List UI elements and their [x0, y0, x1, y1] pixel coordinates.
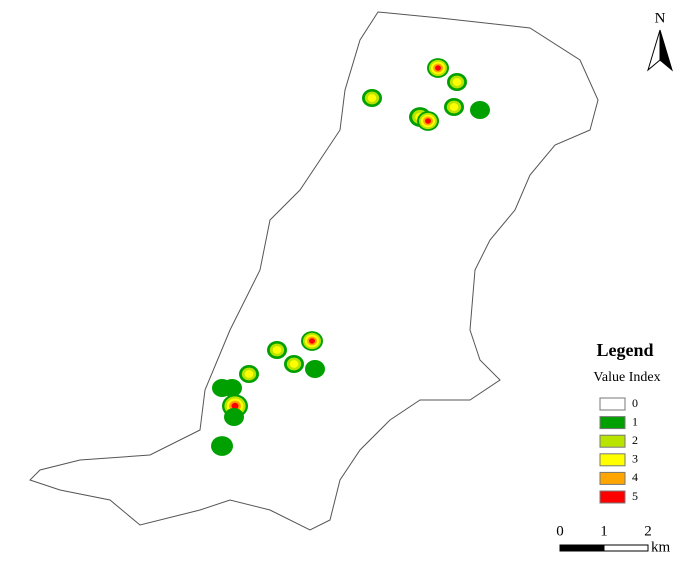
arrow-right	[659, 29, 673, 72]
legend-label: 2	[632, 433, 638, 447]
legend-swatch	[599, 453, 626, 467]
hotspot-ring	[425, 118, 431, 124]
hotspot-ring	[211, 436, 233, 456]
hotspot-ring	[452, 78, 462, 86]
legend-label: 5	[632, 489, 638, 503]
legend-swatch	[599, 434, 626, 448]
hotspots	[211, 58, 490, 456]
hotspot-ring	[449, 103, 459, 111]
scale-label: 2	[644, 523, 652, 539]
north-label: N	[655, 10, 666, 26]
hotspot-ring	[222, 379, 242, 397]
hotspot-ring	[224, 408, 244, 426]
hotspot-ring	[367, 94, 377, 102]
legend-label: 0	[632, 396, 638, 410]
scale-segment	[603, 544, 649, 552]
arrow-left	[647, 29, 661, 72]
hotspot-ring	[435, 65, 441, 71]
scale-label: 1	[600, 523, 608, 539]
legend-swatch	[599, 416, 626, 430]
legend-swatch	[599, 471, 626, 485]
hotspot-ring	[309, 338, 315, 344]
scale-segment	[559, 544, 605, 552]
legend-subtitle: Value Index	[593, 370, 660, 385]
north-arrow: N	[647, 10, 673, 72]
legend: 0 1 2 3 4 5	[599, 396, 638, 504]
hotspot-ring	[470, 101, 490, 119]
scale-bar: 0 1 2km	[556, 523, 670, 555]
hotspot-ring	[272, 346, 282, 354]
scale-unit: km	[651, 539, 671, 555]
legend-swatch	[599, 397, 626, 411]
legend-label: 3	[632, 452, 638, 466]
legend-swatch	[599, 490, 626, 504]
region-outline	[29, 11, 599, 531]
hotspot-ring	[244, 370, 254, 378]
hotspot-ring	[305, 360, 325, 378]
scale-label: 0	[556, 523, 564, 539]
legend-label: 4	[632, 470, 638, 484]
hotspot-ring	[289, 360, 299, 368]
legend-title: Legend	[596, 340, 653, 360]
legend-label: 1	[632, 414, 638, 428]
hotspot-ring	[231, 402, 239, 410]
